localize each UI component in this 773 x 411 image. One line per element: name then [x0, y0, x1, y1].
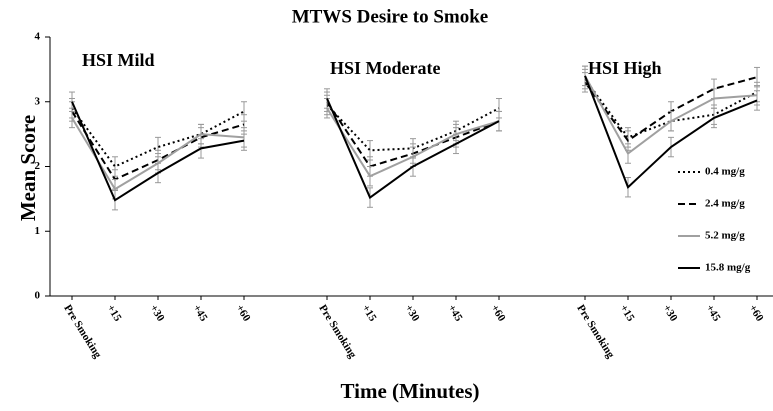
- panel-title: HSI Mild: [82, 50, 155, 70]
- series-line: [326, 98, 500, 200]
- x-tick-label: +30: [660, 303, 680, 324]
- y-tick-label: 3: [35, 95, 41, 107]
- x-tick-label: +15: [359, 303, 379, 324]
- x-tick-label: +45: [445, 303, 465, 324]
- x-tick-label: +60: [488, 303, 508, 324]
- y-tick-label: 2: [35, 160, 41, 172]
- series-line: [584, 75, 758, 156]
- y-tick-label: 1: [35, 225, 41, 237]
- legend-label: 15.8 mg/g: [705, 262, 751, 274]
- y-axis-title: Mean Score: [16, 115, 40, 221]
- x-tick-label: +45: [703, 303, 723, 324]
- x-tick-label: +60: [746, 303, 766, 324]
- chart-title: MTWS Desire to Smoke: [292, 6, 489, 27]
- x-tick-label: Pre Smoking: [61, 303, 104, 361]
- y-tick-label: 0: [35, 290, 41, 302]
- panel-title: HSI High: [588, 58, 662, 78]
- x-tick-label: Pre Smoking: [574, 303, 617, 361]
- panel-title: HSI Moderate: [330, 58, 440, 78]
- series-line: [71, 101, 245, 202]
- x-tick-label: +45: [190, 303, 210, 324]
- x-tick-label: Pre Smoking: [316, 303, 359, 361]
- y-tick-label: 4: [35, 31, 41, 43]
- legend-label: 5.2 mg/g: [705, 230, 745, 242]
- x-tick-label: +30: [402, 303, 422, 324]
- legend-label: 2.4 mg/g: [705, 198, 745, 210]
- x-tick-label: +15: [104, 303, 124, 324]
- series-line: [71, 107, 245, 168]
- x-tick-label: +30: [147, 303, 167, 324]
- legend-label: 0.4 mg/g: [705, 166, 745, 178]
- x-tick-label: +60: [233, 303, 253, 324]
- x-tick-label: +15: [617, 303, 637, 324]
- series-line: [584, 75, 758, 189]
- x-axis-title: Time (Minutes): [340, 379, 479, 403]
